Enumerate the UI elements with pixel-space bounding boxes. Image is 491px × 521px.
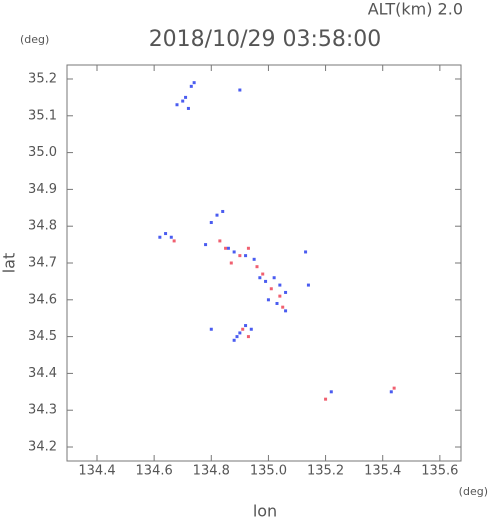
echo-point [255, 265, 259, 269]
echo-point [209, 221, 213, 225]
chart-title: 2018/10/29 03:58:00 [149, 27, 382, 52]
echo-point [224, 246, 228, 250]
echo-point [238, 331, 242, 335]
echo-point [284, 309, 288, 313]
x-axis-label: lon [253, 502, 277, 521]
echo-point [226, 246, 230, 250]
echo-point [284, 290, 288, 294]
echo-point [304, 250, 308, 254]
echo-point [215, 213, 219, 217]
echo-point [192, 81, 196, 85]
x-tick-label: 134.6 [136, 464, 173, 479]
echo-point [261, 272, 265, 276]
altitude-label: ALT(km) 2.0 [368, 0, 463, 19]
echo-point [244, 324, 248, 328]
echo-point [275, 301, 279, 305]
echo-point [232, 338, 236, 342]
x-tick-label: 135.0 [250, 464, 287, 479]
echo-point [306, 283, 310, 287]
echo-point [252, 257, 256, 261]
echo-point [172, 239, 176, 243]
y-tick-label: 34.2 [28, 440, 57, 455]
echo-point [241, 327, 245, 331]
echo-point [238, 88, 242, 92]
echo-point [186, 106, 190, 110]
echo-point [181, 99, 185, 103]
echo-point [272, 276, 276, 280]
echo-point [324, 397, 328, 401]
echo-point [246, 335, 250, 339]
echo-point [218, 239, 222, 243]
echo-point [164, 232, 168, 236]
echo-point [189, 84, 193, 88]
echo-point [389, 390, 393, 394]
y-tick-label: 34.3 [28, 403, 57, 418]
echo-point [235, 335, 239, 339]
echo-point [249, 327, 253, 331]
echo-point [266, 298, 270, 302]
echo-point [278, 283, 282, 287]
x-tick-label: 135.6 [421, 464, 458, 479]
echo-point [209, 327, 213, 331]
echo-point [232, 250, 236, 254]
y-tick-label: 34.6 [28, 292, 57, 307]
y-unit: (deg) [20, 33, 49, 46]
echo-point [204, 243, 208, 247]
echo-point [244, 254, 248, 258]
echo-point [238, 254, 242, 258]
plot-frame [66, 64, 462, 462]
echo-point [221, 209, 225, 213]
echo-point [169, 235, 173, 239]
y-tick-label: 34.8 [28, 219, 57, 234]
y-tick-label: 34.9 [28, 182, 57, 197]
echo-point [175, 103, 179, 107]
echo-point [392, 386, 396, 390]
echo-point [269, 287, 273, 291]
x-tick-label: 134.4 [78, 464, 115, 479]
y-tick-label: 34.4 [28, 366, 57, 381]
y-tick-label: 35.2 [28, 71, 57, 86]
echo-point [264, 279, 268, 283]
x-unit: (deg) [459, 485, 488, 498]
echo-point [258, 276, 262, 280]
y-axis-label: lat [0, 253, 19, 274]
y-tick-label: 34.7 [28, 256, 57, 271]
x-tick-label: 135.2 [307, 464, 344, 479]
echo-point [246, 246, 250, 250]
echo-point [281, 305, 285, 309]
echo-point [229, 261, 233, 265]
x-tick-label: 135.4 [364, 464, 401, 479]
echo-point [278, 294, 282, 298]
y-tick-label: 35.1 [28, 108, 57, 123]
echo-point [329, 390, 333, 394]
echo-point [184, 95, 188, 99]
y-tick-label: 34.5 [28, 329, 57, 344]
echo-point [158, 235, 162, 239]
y-tick-label: 35.0 [28, 145, 57, 160]
x-tick-label: 134.8 [193, 464, 230, 479]
